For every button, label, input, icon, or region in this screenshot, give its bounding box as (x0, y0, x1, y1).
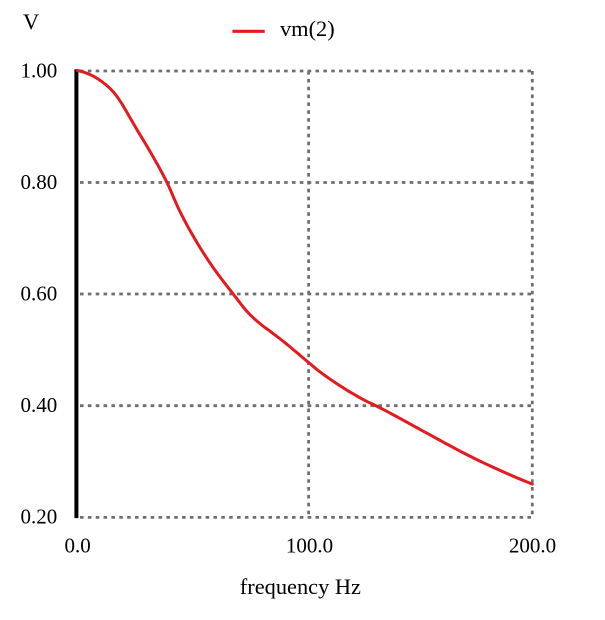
svg-text:frequency Hz: frequency Hz (240, 574, 361, 599)
svg-text:100.0: 100.0 (286, 534, 333, 558)
svg-text:0.60: 0.60 (20, 281, 57, 305)
svg-text:0.20: 0.20 (20, 505, 57, 529)
svg-text:vm(2): vm(2) (280, 16, 335, 41)
svg-text:200.0: 200.0 (509, 534, 556, 558)
svg-text:0.80: 0.80 (20, 170, 57, 194)
svg-text:0.40: 0.40 (20, 393, 57, 417)
svg-text:1.00: 1.00 (20, 58, 57, 82)
svg-text:0.0: 0.0 (64, 534, 90, 558)
svg-text:V: V (23, 9, 39, 34)
